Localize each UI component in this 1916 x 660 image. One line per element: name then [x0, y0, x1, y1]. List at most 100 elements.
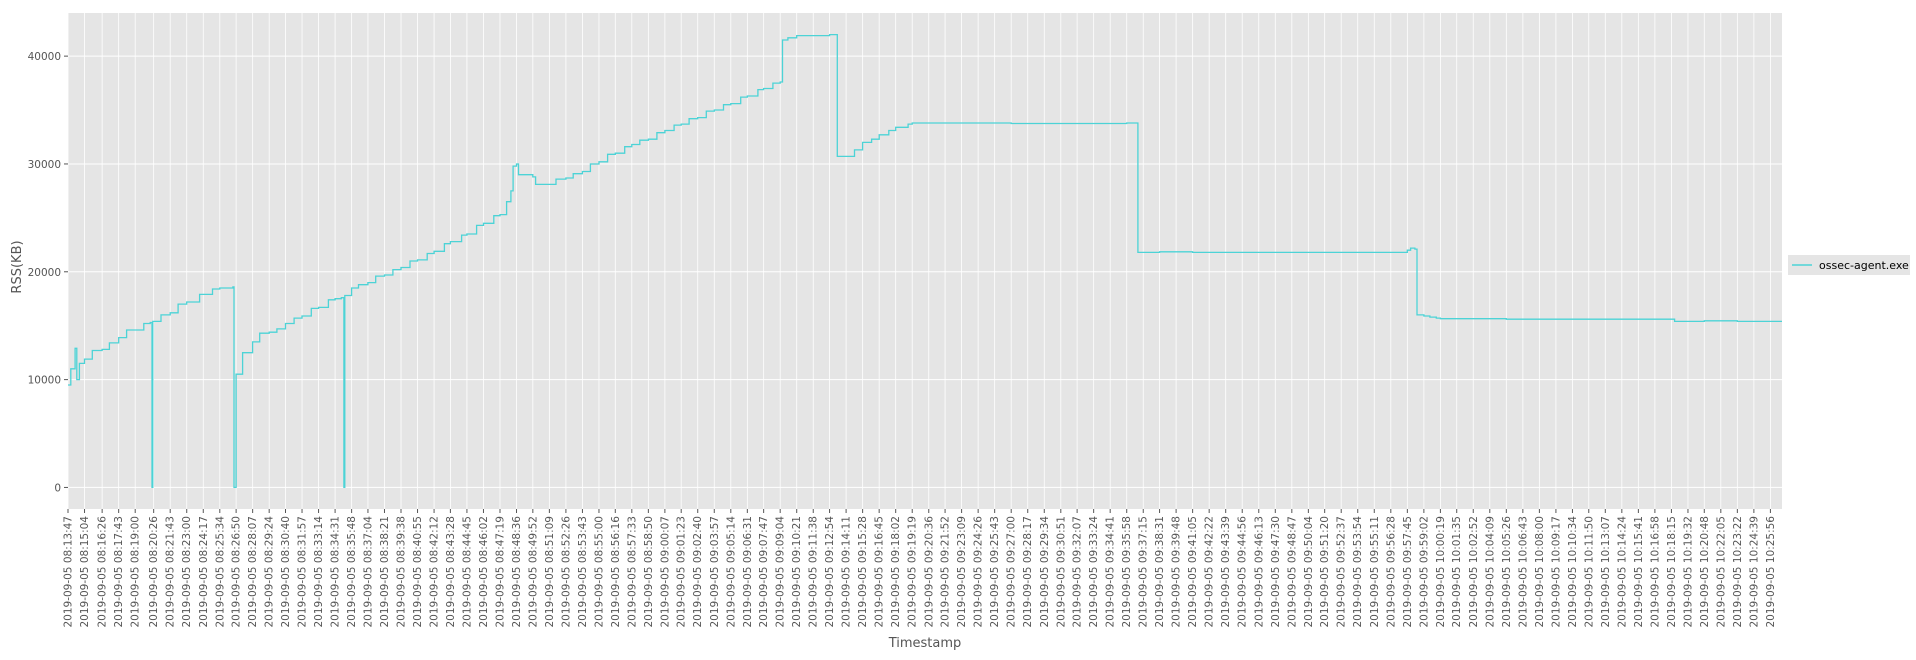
x-tick-label: 2019-09-05 09:20:36	[923, 516, 935, 628]
x-tick-label: 2019-09-05 10:08:00	[1534, 516, 1546, 628]
x-tick-label: 2019-09-05 08:39:38	[396, 516, 408, 628]
x-tick-label: 2019-09-05 09:34:41	[1105, 516, 1117, 628]
x-tick-label: 2019-09-05 08:19:00	[130, 516, 142, 628]
x-gridlines	[67, 13, 1771, 509]
x-tick-label: 2019-09-05 10:09:17	[1550, 516, 1562, 628]
x-tick-label: 2019-09-05 09:30:51	[1055, 516, 1067, 628]
x-tick-label: 2019-09-05 08:37:04	[362, 516, 374, 628]
x-tick-label: 2019-09-05 09:23:09	[956, 516, 968, 628]
x-tick-label: 2019-09-05 10:23:22	[1732, 516, 1744, 628]
x-tick-label: 2019-09-05 08:26:50	[231, 516, 243, 628]
x-tick-label: 2019-09-05 09:50:04	[1303, 516, 1315, 628]
x-tick-label: 2019-09-05 09:21:52	[940, 516, 952, 628]
x-tick-label: 2019-09-05 09:25:43	[989, 516, 1001, 628]
x-tick-label: 2019-09-05 10:19:32	[1682, 516, 1694, 628]
x-tick-label: 2019-09-05 10:06:43	[1517, 516, 1529, 628]
x-tick-label: 2019-09-05 10:11:50	[1583, 516, 1595, 628]
x-tick-label: 2019-09-05 08:16:26	[97, 516, 109, 628]
x-tick-label: 2019-09-05 08:28:07	[247, 516, 259, 628]
x-tick-label: 2019-09-05 09:37:15	[1138, 516, 1150, 628]
x-tick-label: 2019-09-05 09:05:14	[725, 516, 737, 628]
x-tick-label: 2019-09-05 09:43:39	[1220, 516, 1232, 628]
y-tick-label: 20000	[28, 267, 61, 279]
x-tick-label: 2019-09-05 08:56:16	[610, 516, 622, 628]
x-tick-label: 2019-09-05 08:20:26	[148, 516, 160, 628]
x-tick-label: 2019-09-05 08:34:31	[330, 516, 342, 628]
x-tick-label: 2019-09-05 10:13:07	[1600, 516, 1612, 628]
x-tick-label: 2019-09-05 09:53:54	[1352, 516, 1364, 628]
x-tick-label: 2019-09-05 08:51:09	[544, 516, 556, 628]
x-tick-label: 2019-09-05 08:31:57	[297, 516, 309, 628]
y-axis-title: RSS(KB)	[10, 240, 25, 293]
x-tick-label: 2019-09-05 08:15:04	[79, 516, 91, 628]
x-tick-label: 2019-09-05 09:10:21	[791, 516, 803, 628]
x-tick-label: 2019-09-05 08:48:36	[511, 516, 523, 628]
x-tick-label: 2019-09-05 09:03:57	[709, 516, 721, 628]
x-tick-label: 2019-09-05 08:33:14	[313, 516, 325, 628]
x-tick-label: 2019-09-05 08:52:26	[560, 516, 572, 628]
x-tick-label: 2019-09-05 09:42:22	[1204, 516, 1216, 628]
x-tick-label: 2019-09-05 09:19:19	[907, 516, 919, 628]
y-tick-label: 40000	[28, 51, 61, 63]
x-tick-label: 2019-09-05 09:00:07	[659, 516, 671, 628]
x-tick-label: 2019-09-05 09:29:34	[1039, 516, 1051, 628]
x-tick-label: 2019-09-05 09:47:30	[1270, 516, 1282, 628]
legend-label: ossec-agent.exe	[1819, 259, 1909, 272]
x-tick-label: 2019-09-05 08:43:28	[445, 516, 457, 628]
x-tick-label: 2019-09-05 08:47:19	[494, 516, 506, 628]
x-tick-label: 2019-09-05 10:05:26	[1501, 516, 1513, 628]
x-tick-label: 2019-09-05 10:02:52	[1468, 516, 1480, 628]
x-tick-label: 2019-09-05 08:17:43	[113, 516, 125, 628]
x-tick-label: 2019-09-05 09:11:38	[808, 516, 820, 628]
x-tick-label: 2019-09-05 08:49:52	[527, 516, 539, 628]
x-tick-label: 2019-09-05 09:52:37	[1336, 516, 1348, 628]
x-tick-label: 2019-09-05 08:13:47	[63, 516, 75, 628]
y-tick-label: 0	[54, 482, 61, 494]
x-tick-label: 2019-09-05 09:39:48	[1171, 516, 1183, 628]
x-tick-label: 2019-09-05 09:55:11	[1369, 516, 1381, 628]
x-tick-label: 2019-09-05 09:28:17	[1022, 516, 1034, 628]
x-tick-label: 2019-09-05 09:09:04	[775, 516, 787, 628]
x-tick-label: 2019-09-05 09:48:47	[1286, 516, 1298, 628]
x-tick-label: 2019-09-05 08:44:45	[461, 516, 473, 628]
x-tick-label: 2019-09-05 10:18:15	[1666, 516, 1678, 628]
x-tick-label: 2019-09-05 08:24:17	[198, 516, 210, 628]
x-tick-label: 2019-09-05 10:10:34	[1567, 516, 1579, 628]
legend-box	[1788, 255, 1910, 275]
legend[interactable]: ossec-agent.exe	[1788, 255, 1910, 275]
x-tick-label: 2019-09-05 09:07:47	[758, 516, 770, 628]
x-tick-label: 2019-09-05 08:38:21	[379, 516, 391, 628]
x-tick-label: 2019-09-05 08:53:43	[577, 516, 589, 628]
x-tick-label: 2019-09-05 09:51:20	[1319, 516, 1331, 628]
x-tick-label: 2019-09-05 09:16:45	[874, 516, 886, 628]
x-tick-label: 2019-09-05 09:24:26	[973, 516, 985, 628]
x-tick-label: 2019-09-05 10:22:05	[1715, 516, 1727, 628]
x-tick-label: 2019-09-05 09:38:31	[1154, 516, 1166, 628]
x-tick-label: 2019-09-05 08:30:40	[280, 516, 292, 628]
x-tick-label: 2019-09-05 09:14:11	[841, 516, 853, 628]
x-tick-label: 2019-09-05 09:27:00	[1006, 516, 1018, 628]
x-tick-label: 2019-09-05 10:20:48	[1699, 516, 1711, 628]
x-tick-label: 2019-09-05 09:33:24	[1088, 516, 1100, 628]
x-tick-label: 2019-09-05 09:44:56	[1237, 516, 1249, 628]
x-tick-label: 2019-09-05 10:14:24	[1616, 516, 1628, 628]
x-tick-label: 2019-09-05 08:21:43	[165, 516, 177, 628]
x-axis-title: Timestamp	[888, 636, 962, 651]
x-tick-label: 2019-09-05 08:58:50	[643, 516, 655, 628]
x-tick-label: 2019-09-05 09:56:28	[1385, 516, 1397, 628]
x-tick-label: 2019-09-05 08:35:48	[346, 516, 358, 628]
x-tick-label: 2019-09-05 08:46:02	[478, 516, 490, 628]
x-tick-label: 2019-09-05 09:46:13	[1253, 516, 1265, 628]
series-layer	[68, 33, 1782, 489]
x-tick-label: 2019-09-05 09:35:58	[1121, 516, 1133, 628]
x-tick-label: 2019-09-05 08:42:12	[429, 516, 441, 628]
x-tick-label: 2019-09-05 09:06:31	[742, 516, 754, 628]
x-axis-ticks: 2019-09-05 08:13:47 2019-09-05 08:15:04 20…	[63, 509, 1777, 628]
x-tick-label: 2019-09-05 10:24:39	[1748, 516, 1760, 628]
x-tick-label: 2019-09-05 08:29:24	[264, 516, 276, 628]
y-tick-label: 30000	[28, 159, 61, 171]
plot-background	[68, 13, 1782, 509]
x-tick-label: 2019-09-05 10:15:41	[1633, 516, 1645, 628]
x-tick-label: 2019-09-05 10:25:56	[1765, 516, 1777, 628]
